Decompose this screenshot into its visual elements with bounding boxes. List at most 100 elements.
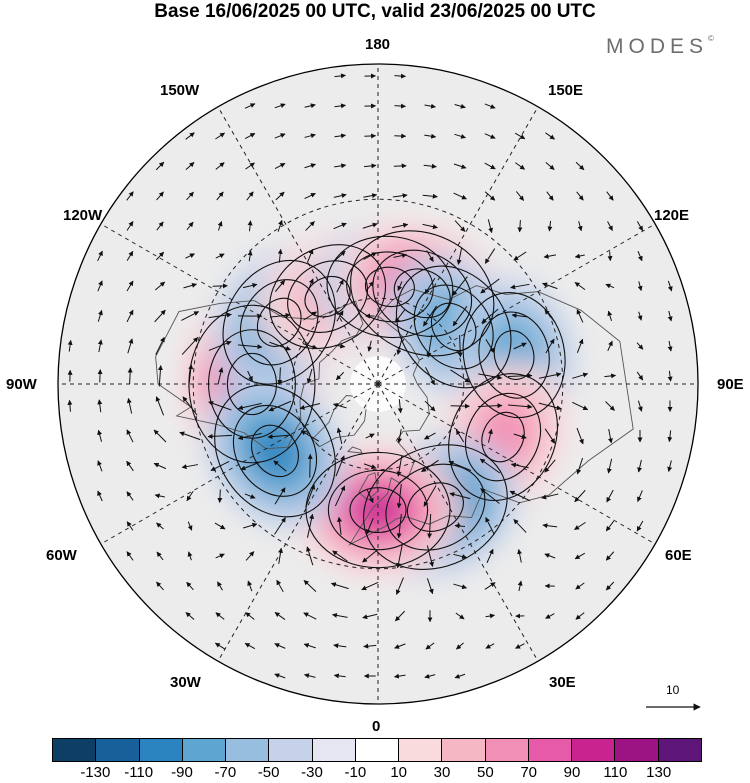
wind-arrow <box>576 427 584 445</box>
wind-arrow <box>334 73 346 79</box>
wind-arrow <box>306 513 315 538</box>
wind-arrow <box>153 429 167 443</box>
wind-arrow <box>546 191 554 201</box>
wind-arrow <box>542 282 558 290</box>
wind-arrow <box>274 612 286 620</box>
coastline <box>348 285 634 546</box>
wind-arrow <box>574 281 586 291</box>
wind-arrow <box>394 103 407 109</box>
wind-arrow <box>247 580 253 592</box>
wind-arrow <box>332 402 347 409</box>
wind-arrow <box>334 485 346 507</box>
wind-arrow <box>514 132 526 140</box>
wind-arrow <box>302 343 318 350</box>
wind-arrow <box>456 642 464 650</box>
colorbar-swatch <box>657 739 701 761</box>
wind-arrow <box>453 583 468 590</box>
wind-arrow <box>334 103 346 109</box>
wind-arrow <box>335 455 345 477</box>
wind-arrow <box>186 490 194 502</box>
wind-arrow <box>541 493 559 500</box>
wind-arrow <box>155 336 165 355</box>
wind-arrow <box>606 489 614 503</box>
wind-arrow <box>513 251 527 261</box>
colorbar-tick-label: -70 <box>214 764 237 781</box>
wind-arrow <box>544 309 556 323</box>
wind-arrow <box>636 520 644 532</box>
wind-arrow <box>126 191 134 201</box>
wind-arrow <box>274 279 286 292</box>
wind-arrow <box>485 339 495 354</box>
wind-arrow <box>572 372 589 379</box>
meridian <box>100 223 379 385</box>
colorbar-tick-label: -10 <box>344 764 367 781</box>
wind-arrow <box>510 462 529 469</box>
wind-arrow <box>449 492 471 500</box>
wind-arrow <box>426 545 434 568</box>
streamline <box>364 266 415 308</box>
coastline <box>346 446 363 454</box>
wind-arrow <box>217 221 223 231</box>
wind-arrow <box>392 222 409 229</box>
meridian <box>217 106 379 385</box>
wind-arrow <box>510 283 530 290</box>
lon-label-150w: 150W <box>160 82 200 99</box>
streamline <box>349 487 407 534</box>
wind-arrow <box>637 251 643 262</box>
wind-arrow <box>269 341 291 351</box>
wind-arrow <box>574 521 586 531</box>
wind-arrow <box>277 367 283 386</box>
streamline <box>393 268 451 319</box>
wind-arrow <box>547 220 553 232</box>
wind-arrow <box>394 73 406 79</box>
colorbar-tick-label: -130 <box>80 764 111 781</box>
wind-arrow <box>361 581 379 591</box>
colorbar-swatch <box>181 739 226 761</box>
wind-arrow <box>424 103 436 109</box>
colorbar-tick-label: -50 <box>257 764 280 781</box>
wind-arrow <box>127 367 133 385</box>
wind-arrow <box>517 220 523 233</box>
wind-arrow <box>274 643 286 649</box>
wind-arrow <box>396 337 403 355</box>
wind-arrow <box>303 311 317 321</box>
streamline <box>222 259 336 385</box>
lon-label-120w: 120W <box>63 207 103 224</box>
wind-arrow <box>335 371 345 381</box>
wind-arrow <box>182 396 198 416</box>
wind-arrow <box>636 342 644 350</box>
wind-arrow <box>126 460 134 472</box>
wind-arrow <box>274 487 286 505</box>
wind-arrow <box>667 280 673 292</box>
wind-arrow <box>513 519 527 533</box>
wind-arrow <box>448 460 472 471</box>
streamline <box>287 260 369 333</box>
wind-arrow <box>545 162 555 170</box>
wind-arrow <box>395 577 404 595</box>
wind-arrow <box>515 643 525 649</box>
wind-arrow <box>515 162 526 170</box>
meridian <box>217 383 379 662</box>
wind-arrow <box>242 522 258 529</box>
colorbar-swatch <box>571 739 615 761</box>
lon-label-150e: 150E <box>548 82 584 99</box>
wind-arrow <box>453 553 468 560</box>
wind-arrow <box>424 432 436 440</box>
wind-arrow <box>214 522 226 530</box>
wind-arrow <box>215 553 225 559</box>
wind-arrow <box>485 643 495 649</box>
wind-arrow <box>214 642 225 650</box>
wind-arrow <box>276 579 284 593</box>
wind-arrow <box>179 431 201 441</box>
wind-arrow <box>454 103 466 109</box>
colorbar-swatch <box>311 739 355 761</box>
wind-arrow <box>126 221 134 231</box>
wind-arrow <box>507 373 533 379</box>
lon-label-60w: 60W <box>46 547 77 564</box>
chart-title: Base 16/06/2025 00 UTC, valid 23/06/2025… <box>154 1 596 22</box>
wind-arrow <box>304 163 316 169</box>
wind-arrow <box>636 371 644 381</box>
streamline <box>207 329 296 439</box>
wind-arrow <box>484 191 496 201</box>
wind-arrow <box>306 248 314 263</box>
